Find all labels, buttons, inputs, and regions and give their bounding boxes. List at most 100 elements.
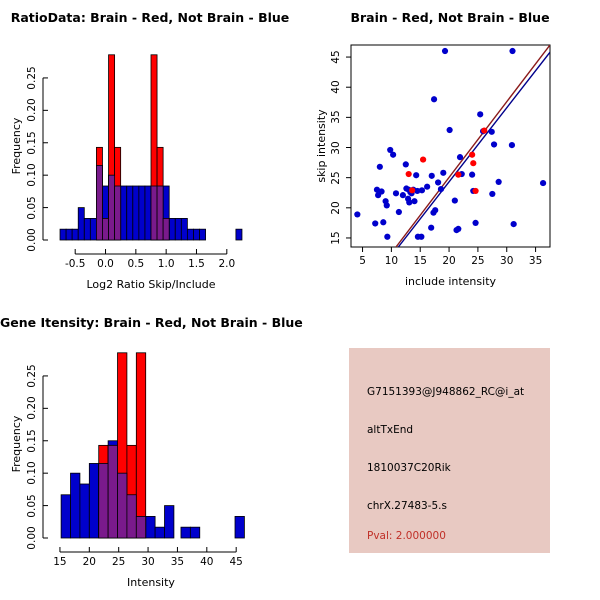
histogram-bar-not-brain [145,516,156,539]
x-tick-label: 0.5 [127,258,145,270]
histogram-bar-not-brain [132,185,140,241]
axes [42,77,228,255]
y-tick-label: 0.00 [26,228,38,252]
histogram-bar-overlap [156,185,164,241]
y-axis-label: Frequency [10,117,23,175]
x-axis-label: Log2 Ratio Skip/Include [86,278,216,291]
y-tick-label: 0.25 [26,364,38,388]
x-tick-label: 25 [471,255,485,267]
histogram-bars [59,54,243,241]
y-tick-label: 0.20 [26,98,38,123]
scatter-point-not-brain [490,141,498,148]
y-tick-label: 0.20 [26,396,38,421]
scatter-point-not-brain [440,169,447,176]
histogram-bar-overlap [126,494,137,539]
histogram-bar-not-brain [79,483,90,539]
plot-frame [350,44,551,248]
histogram-bar-not-brain [77,207,85,241]
scatter-point-not-brain [380,219,387,226]
gene-histogram-panel: Gene Itensity: Brain - Red, Not Brain - … [0,305,303,600]
x-tick-label: 10 [384,255,399,267]
x-tick-label: 25 [112,556,126,568]
ratio-histogram-panel: RatioData: Brain - Red, Not Brain - Blue… [0,0,300,300]
y-tick-label: 0.05 [26,195,38,220]
scatter-point-not-brain [428,224,435,231]
histogram-bar-overlap [108,174,116,241]
x-tick-label: 0.0 [97,258,114,270]
x-tick-label: 35 [170,556,185,568]
scatter-point-brain [405,170,412,178]
scatter-point-brain [472,187,479,195]
histogram-bar-brain [135,352,147,539]
x-tick-label: 1.0 [157,258,175,270]
scatter-point-not-brain [384,233,391,240]
histogram-bar-not-brain [126,185,134,241]
scatter-point-not-brain [418,187,426,194]
x-tick-label: 30 [141,556,155,568]
y-tick-label: 0.10 [26,461,38,485]
scatter-point-not-brain [441,47,449,55]
y-axis-label: Frequency [10,415,23,473]
histogram-bar-not-brain [60,494,71,539]
scatter-point-not-brain [539,179,547,187]
scatter-point-brain [420,156,427,163]
histogram-bar-not-brain [138,185,146,241]
ratio-histogram-title: RatioData: Brain - Red, Not Brain - Blue [10,10,290,25]
info-line-locus: chrX.27483-5.s [367,500,447,512]
scatter-panel: Brain - Red, Not Brain - Blue 5 10 15 20 25 3… [300,0,600,300]
scatter-point-not-brain [488,128,495,135]
x-tick-label: 15 [413,255,427,267]
scatter-point-not-brain [455,225,462,233]
histogram-bar-not-brain [83,218,91,241]
scatter-point-brain [470,160,477,167]
x-tick-label: 15 [53,556,67,568]
histogram-bar-overlap [102,218,109,241]
x-tick-label: 30 [500,255,514,267]
info-line-probe-id: G7151393@J948862_RC@i_at [367,386,525,398]
histogram-bar-overlap [96,165,103,241]
y-tick-label: 35 [330,110,342,125]
scatter-point-not-brain [456,154,464,161]
scatter-point-not-brain [477,111,484,118]
histogram-bar-not-brain [164,505,175,539]
scatter-point-not-brain [432,207,439,214]
scatter-point-not-brain [376,163,383,170]
scatter-point-not-brain [509,47,516,55]
histogram-bar-not-brain [168,218,176,241]
histogram-bars [60,352,245,539]
scatter-point-not-brain [354,211,361,218]
histogram-bar-overlap [150,185,158,241]
scatter-point-not-brain [414,187,421,195]
scatter-point-not-brain [510,220,517,228]
histogram-bar-overlap [135,516,147,539]
histogram-bar-not-brain [180,526,191,539]
histogram-bar-overlap [162,218,170,241]
scatter-point-not-brain [495,178,502,185]
y-tick-label: 15 [330,231,342,245]
histogram-bar-not-brain [70,472,81,539]
scatter-point-not-brain [383,202,390,209]
histogram-bar-overlap [98,463,109,539]
y-tick-label: 0.10 [26,163,38,187]
scatter-point-not-brain [387,146,394,154]
y-axis-label: skip intensity [315,109,328,183]
histogram-bar-not-brain [88,463,100,539]
gene-histogram-canvas [42,352,245,553]
histogram-bar-not-brain [89,218,97,241]
y-tick-label: 20 [330,201,342,215]
regression-line [397,51,550,247]
info-line-gene-symbol: 1810037C20Rik [367,462,451,474]
scatter-point-brain [481,127,488,134]
x-tick-label: -0.5 [64,258,86,270]
y-tick-label: 0.15 [26,429,38,453]
scatter-point-not-brain [402,161,409,168]
histogram-bar-not-brain [59,228,67,241]
scatter-point-not-brain [430,96,438,103]
histogram-bar-not-brain [235,228,243,241]
axes [42,375,237,553]
y-tick-label: 0.15 [26,131,38,155]
scatter-content [354,45,550,247]
x-tick-label: 45 [229,556,243,568]
scatter-point-not-brain [469,171,476,178]
